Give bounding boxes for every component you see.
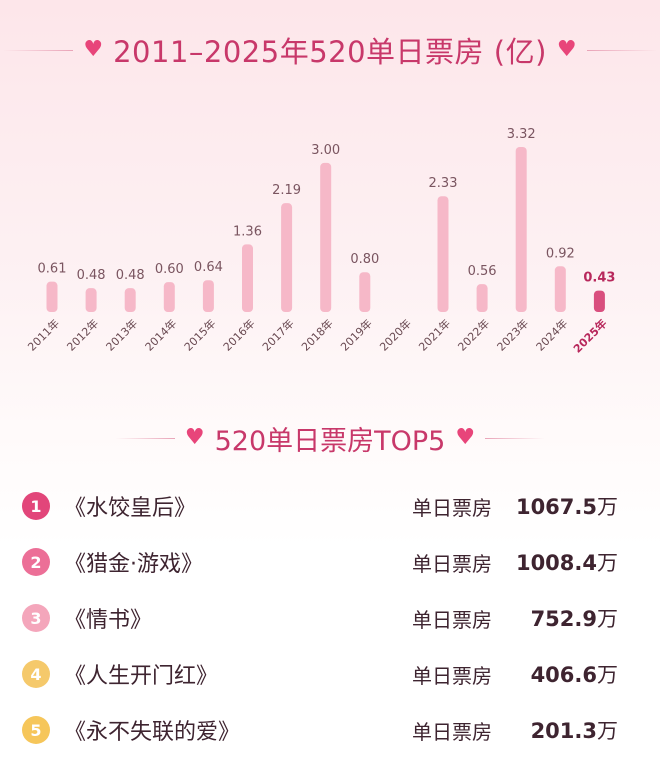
box-office-value: 1067.5万 (516, 491, 618, 521)
box-office-value: 752.9万 (531, 603, 618, 633)
list-item: 2 《猎金·游戏》 单日票房 1008.4万 (20, 534, 640, 590)
box-office-number: 1067.5 (515, 495, 597, 519)
data-label-2024年: 0.92 (546, 246, 575, 261)
rank-badge: 3 (22, 604, 50, 632)
title-divider-right (586, 49, 657, 51)
x-tick-label: 2019年 (337, 316, 374, 353)
bar-2024年 (554, 266, 566, 312)
data-label-2013年: 0.48 (116, 268, 145, 283)
x-tick-label: 2024年 (533, 316, 570, 353)
box-office-label: 单日票房 (412, 607, 492, 632)
data-label-2022年: 0.56 (468, 264, 497, 279)
x-tick-label: 2017年 (259, 316, 296, 353)
data-label-2017年: 2.19 (272, 183, 301, 198)
box-office-unit: 万 (597, 551, 618, 575)
bar-2023年 (515, 147, 527, 312)
box-office-unit: 万 (597, 719, 618, 743)
box-office-number: 1008.4 (515, 551, 597, 575)
data-label-2015年: 0.64 (194, 260, 223, 275)
bar-2019年 (359, 272, 371, 312)
movie-title: 《水饺皇后》 (64, 496, 197, 521)
top5-list: 1 《水饺皇后》 单日票房 1067.5万 2 《猎金·游戏》 单日票房 100… (20, 478, 640, 758)
bar-2017年 (281, 203, 293, 312)
movie-title: 《永不失联的爱》 (64, 720, 241, 745)
data-label-2012年: 0.48 (77, 268, 106, 283)
x-tick-label: 2020年 (377, 316, 414, 353)
rank-badge: 2 (22, 548, 50, 576)
x-tick-label: 2021年 (416, 316, 453, 353)
movie-title: 《猎金·游戏》 (64, 552, 203, 577)
list-item: 5 《永不失联的爱》 单日票房 201.3万 (20, 702, 640, 758)
box-office-unit: 万 (597, 495, 618, 519)
heart-icon: ♥ (83, 37, 104, 62)
box-office-label: 单日票房 (412, 495, 492, 520)
top5-divider-left (114, 437, 175, 439)
chart-header: ♥ 2011–2025年520单日票房 (亿) ♥ (0, 22, 660, 78)
bar-2022年 (476, 284, 488, 312)
data-label-2014年: 0.60 (155, 262, 184, 277)
data-label-2023年: 3.32 (507, 127, 536, 142)
box-office-label: 单日票房 (412, 551, 492, 576)
bar-2011年 (46, 281, 58, 312)
box-office-number: 406.6 (530, 663, 597, 687)
heart-icon: ♥ (556, 37, 577, 62)
box-office-number: 752.9 (530, 607, 597, 631)
bar-2014年 (163, 282, 175, 312)
rank-badge: 4 (22, 660, 50, 688)
box-office-label: 单日票房 (412, 663, 492, 688)
x-tick-label: 2013年 (103, 316, 140, 353)
data-label-2019年: 0.80 (350, 252, 379, 267)
x-tick-label: 2016年 (220, 316, 257, 353)
bar-2016年 (242, 244, 253, 312)
box-office-value: 201.3万 (531, 715, 618, 745)
box-office-value: 1008.4万 (516, 547, 618, 577)
movie-title: 《人生开门红》 (64, 664, 219, 689)
rank-badge: 1 (22, 492, 50, 520)
bar-2021年 (437, 196, 449, 312)
chart-title: 2011–2025年520单日票房 (亿) (113, 35, 547, 69)
x-tick-label: 2022年 (455, 316, 492, 353)
x-tick-label: 2015年 (181, 316, 218, 353)
box-office-label: 单日票房 (412, 719, 492, 744)
x-tick-label: 2011年 (25, 316, 62, 353)
list-item: 3 《情书》 单日票房 752.9万 (20, 590, 640, 646)
bar-2012年 (85, 288, 97, 312)
x-tick-label: 2012年 (64, 316, 101, 353)
data-label-2011年: 0.61 (38, 262, 67, 277)
top5-header: ♥ 520单日票房TOP5 ♥ (0, 412, 660, 464)
data-label-2021年: 2.33 (429, 176, 458, 191)
data-label-2018年: 3.00 (311, 143, 340, 158)
movie-title: 《情书》 (64, 608, 153, 633)
rank-badge: 5 (22, 716, 50, 744)
box-office-unit: 万 (597, 607, 618, 631)
x-tick-label: 2023年 (494, 316, 531, 353)
bar-2015年 (202, 280, 214, 312)
title-divider-left (3, 49, 74, 51)
box-office-number: 201.3 (530, 719, 597, 743)
box-office-value: 406.6万 (531, 659, 618, 689)
data-label-2025年: 0.43 (583, 271, 615, 286)
top5-divider-right (485, 437, 546, 439)
x-tick-label: 2014年 (142, 316, 179, 353)
bar-2018年 (320, 162, 332, 312)
bar-2013年 (124, 288, 136, 312)
list-item: 1 《水饺皇后》 单日票房 1067.5万 (20, 478, 640, 534)
box-office-bar-chart: 0.61 2011年 0.48 2012年 0.48 2013年 0.60 2014年 0.64… (25, 127, 616, 356)
heart-icon: ♥ (455, 425, 476, 450)
box-office-unit: 万 (597, 663, 618, 687)
x-tick-label: 2025年 (570, 316, 609, 355)
bar-2025年 (593, 290, 605, 312)
top5-title: 520单日票房TOP5 (214, 425, 446, 457)
data-label-2016年: 1.36 (233, 224, 262, 239)
heart-icon: ♥ (184, 425, 205, 450)
list-item: 4 《人生开门红》 单日票房 406.6万 (20, 646, 640, 702)
x-tick-label: 2018年 (298, 316, 335, 353)
